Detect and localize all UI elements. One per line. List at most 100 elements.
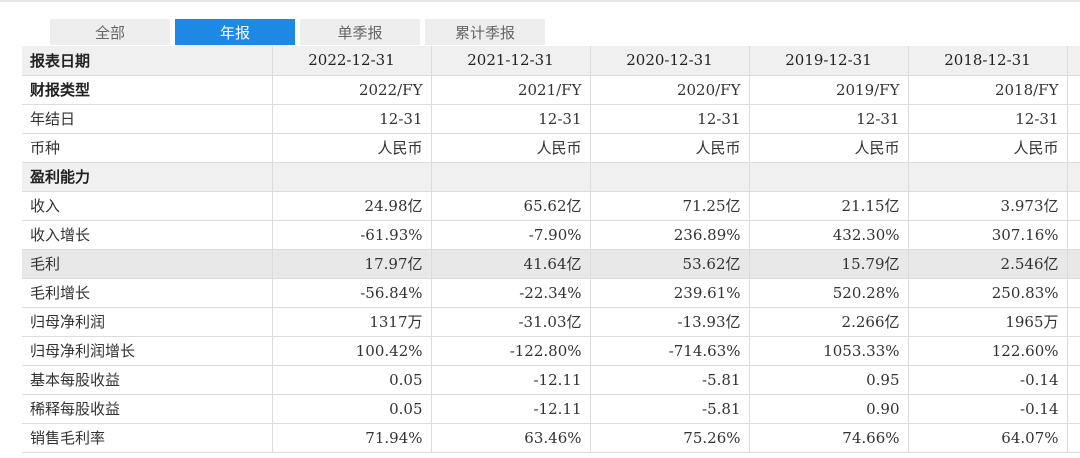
cell-value: -61.93% [272, 220, 432, 250]
table-edge [1067, 365, 1080, 395]
cell-value: 71.25亿 [590, 191, 750, 221]
cell-value: 64.07% [908, 423, 1068, 453]
cell-value: 12-31 [749, 104, 909, 134]
cell-value: 21.15亿 [749, 191, 909, 221]
cell-value [749, 162, 909, 192]
table-row: 收入 24.98亿 65.62亿 71.25亿 21.15亿 3.973亿 [22, 191, 1080, 221]
cell-value: 12-31 [272, 104, 432, 134]
table-edge [1067, 423, 1080, 453]
cell-value: 236.89% [590, 220, 750, 250]
date-col-header: 2020-12-31 [590, 46, 750, 76]
cell-value: -22.34% [431, 278, 591, 308]
table-edge [1067, 336, 1080, 366]
cell-value: -0.14 [908, 365, 1068, 395]
tab-annual[interactable]: 年报 [175, 19, 295, 45]
cell-value: 307.16% [908, 220, 1068, 250]
cell-value: -56.84% [272, 278, 432, 308]
cell-value: 2021/FY [431, 75, 591, 105]
cell-value [908, 162, 1068, 192]
cell-value: 0.95 [749, 365, 909, 395]
section-label: 盈利能力 [22, 162, 273, 192]
row-label: 年结日 [22, 104, 273, 134]
table-edge [1067, 307, 1080, 337]
cell-value: 人民币 [590, 133, 750, 163]
cell-value: -5.81 [590, 365, 750, 395]
table-row: 收入增长 -61.93% -7.90% 236.89% 432.30% 307.… [22, 220, 1080, 250]
top-divider [0, 0, 1080, 2]
table-edge [1067, 75, 1080, 105]
table-row: 毛利增长 -56.84% -22.34% 239.61% 520.28% 250… [22, 278, 1080, 308]
date-col-header: 2019-12-31 [749, 46, 909, 76]
cell-value: 65.62亿 [431, 191, 591, 221]
row-label: 稀释每股收益 [22, 394, 273, 424]
row-label: 毛利 [22, 249, 273, 279]
cell-value: 12-31 [908, 104, 1068, 134]
cell-value: 122.60% [908, 336, 1068, 366]
tab-cumulative-quarter[interactable]: 累计季报 [425, 19, 545, 45]
table-row: 基本每股收益 0.05 -12.11 -5.81 0.95 -0.14 [22, 365, 1080, 395]
table-edge [1067, 46, 1080, 76]
report-date-header: 报表日期 [22, 46, 273, 76]
date-col-header: 2018-12-31 [908, 46, 1068, 76]
cell-value: -7.90% [431, 220, 591, 250]
tab-all[interactable]: 全部 [50, 19, 170, 45]
cell-value: 24.98亿 [272, 191, 432, 221]
report-period-tabs: 全部 年报 单季报 累计季报 [50, 19, 550, 45]
cell-value: -714.63% [590, 336, 750, 366]
cell-value: 12-31 [590, 104, 750, 134]
cell-value: -5.81 [590, 394, 750, 424]
cell-value: -0.14 [908, 394, 1068, 424]
row-label: 币种 [22, 133, 273, 163]
cell-value: 71.94% [272, 423, 432, 453]
row-label: 基本每股收益 [22, 365, 273, 395]
row-label: 收入增长 [22, 220, 273, 250]
cell-value: 12-31 [431, 104, 591, 134]
cell-value: 15.79亿 [749, 249, 909, 279]
row-label: 归母净利润增长 [22, 336, 273, 366]
cell-value: 100.42% [272, 336, 432, 366]
table-edge [1067, 278, 1080, 308]
cell-value: 2018/FY [908, 75, 1068, 105]
table-row: 币种 人民币 人民币 人民币 人民币 人民币 [22, 133, 1080, 163]
cell-value: 74.66% [749, 423, 909, 453]
table-row: 财报类型 2022/FY 2021/FY 2020/FY 2019/FY 201… [22, 75, 1080, 105]
row-label: 财报类型 [22, 75, 273, 105]
cell-value: 人民币 [431, 133, 591, 163]
table-edge [1067, 191, 1080, 221]
table-row: 归母净利润增长 100.42% -122.80% -714.63% 1053.3… [22, 336, 1080, 366]
tab-single-quarter[interactable]: 单季报 [300, 19, 420, 45]
cell-value [590, 162, 750, 192]
financial-statement-table: 报表日期 2022-12-31 2021-12-31 2020-12-31 20… [22, 46, 1080, 453]
cell-value: -12.11 [431, 394, 591, 424]
row-label: 毛利增长 [22, 278, 273, 308]
cell-value: 432.30% [749, 220, 909, 250]
cell-value: 0.90 [749, 394, 909, 424]
table-row: 销售毛利率 71.94% 63.46% 75.26% 74.66% 64.07% [22, 423, 1080, 453]
cell-value: 0.05 [272, 365, 432, 395]
row-label: 销售毛利率 [22, 423, 273, 453]
cell-value: 1317万 [272, 307, 432, 337]
cell-value: 0.05 [272, 394, 432, 424]
table-edge [1067, 220, 1080, 250]
cell-value: 2.266亿 [749, 307, 909, 337]
cell-value: 2019/FY [749, 75, 909, 105]
cell-value [272, 162, 432, 192]
cell-value: 2022/FY [272, 75, 432, 105]
table-edge [1067, 249, 1080, 279]
cell-value [431, 162, 591, 192]
cell-value: 2020/FY [590, 75, 750, 105]
cell-value: 1965万 [908, 307, 1068, 337]
cell-value: 人民币 [749, 133, 909, 163]
cell-value: 17.97亿 [272, 249, 432, 279]
cell-value: 人民币 [272, 133, 432, 163]
table-header-row: 报表日期 2022-12-31 2021-12-31 2020-12-31 20… [22, 46, 1080, 76]
cell-value: 1053.33% [749, 336, 909, 366]
table-edge [1067, 162, 1080, 192]
cell-value: 3.973亿 [908, 191, 1068, 221]
table-edge [1067, 394, 1080, 424]
cell-value: -12.11 [431, 365, 591, 395]
table-row: 归母净利润 1317万 -31.03亿 -13.93亿 2.266亿 1965万 [22, 307, 1080, 337]
cell-value: 63.46% [431, 423, 591, 453]
table-row-highlighted[interactable]: 毛利 17.97亿 41.64亿 53.62亿 15.79亿 2.546亿 [22, 249, 1080, 279]
table-row: 年结日 12-31 12-31 12-31 12-31 12-31 [22, 104, 1080, 134]
